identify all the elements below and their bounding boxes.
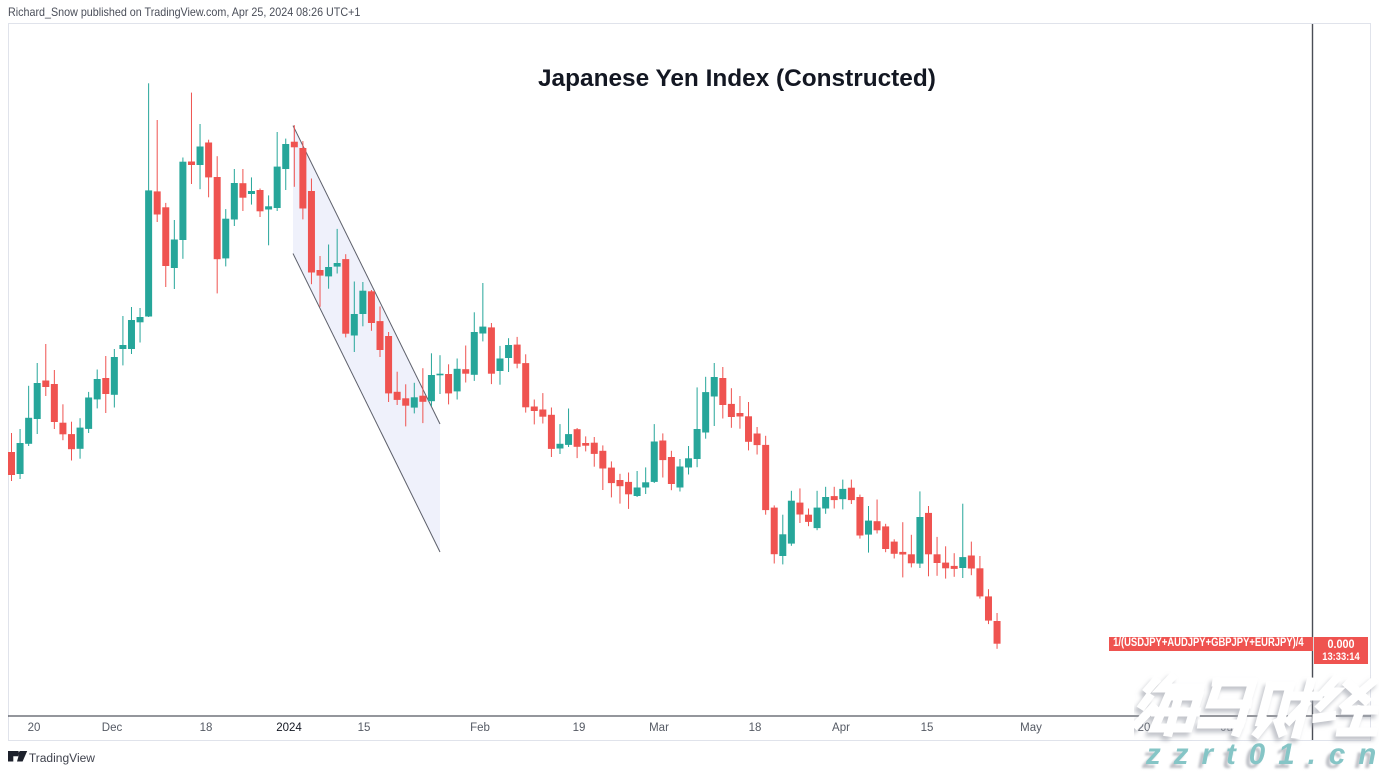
svg-text:TradingView: TradingView [29, 751, 95, 765]
